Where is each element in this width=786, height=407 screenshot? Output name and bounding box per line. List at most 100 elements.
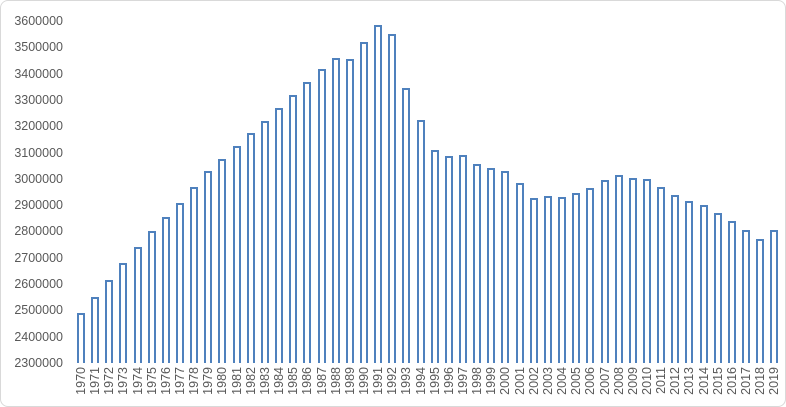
x-axis-tick-label: 1992: [385, 367, 400, 395]
bar-1989: [345, 59, 354, 363]
y-axis-tick-label: 3600000: [14, 14, 63, 28]
bar-1986: [303, 81, 312, 363]
x-axis-tick-label: 1989: [342, 367, 357, 395]
x-axis-tick-label: 1980: [215, 367, 230, 395]
bar-1975: [147, 231, 156, 363]
x-axis-tick-label: 1996: [441, 367, 456, 395]
bar-1982: [246, 132, 255, 363]
x-axis-tick-label: 1972: [102, 367, 117, 395]
bar-1993: [402, 88, 411, 363]
bar-1992: [388, 34, 397, 363]
x-axis-tick-label: 1986: [300, 367, 315, 395]
y-axis-tick-label: 3400000: [14, 66, 63, 81]
x-axis-tick-label: 2009: [625, 367, 640, 395]
y-axis-tick-label: 2900000: [14, 198, 63, 213]
bar-1974: [133, 247, 142, 363]
y-axis-tick-label: 2800000: [14, 224, 63, 239]
bar-2011: [657, 186, 666, 363]
bar-1990: [359, 42, 368, 363]
x-axis-tick-label: 1997: [456, 367, 471, 395]
x-axis-tick-label: 1978: [187, 367, 202, 395]
x-axis-tick-label: 2004: [555, 367, 570, 395]
x-axis-tick-label: 1999: [484, 367, 499, 395]
bar-2010: [642, 178, 651, 363]
bar-1985: [289, 94, 298, 363]
bar-2000: [501, 171, 510, 363]
bar-2018: [756, 239, 765, 363]
x-axis-tick-label: 2010: [639, 367, 654, 395]
bar-1997: [459, 155, 468, 363]
bar-1988: [331, 57, 340, 363]
y-axis-tick-label: 3000000: [14, 171, 63, 186]
bar-1977: [176, 202, 185, 363]
bar-1981: [232, 145, 241, 363]
x-axis-tick-label: 2001: [512, 367, 527, 395]
x-axis-tick-label: 1993: [399, 367, 414, 395]
bar-2006: [586, 188, 595, 363]
bar-2014: [699, 205, 708, 363]
bar-1983: [260, 120, 269, 363]
bar-2015: [713, 213, 722, 363]
x-axis-tick-label: 1984: [272, 367, 287, 395]
x-axis-tick-label: 2011: [654, 367, 669, 394]
x-axis-tick-label: 2018: [753, 367, 768, 395]
bar-2002: [529, 197, 538, 363]
x-axis-tick-label: 1975: [144, 367, 159, 395]
x-axis-tick-label: 1981: [229, 367, 244, 395]
x-axis-tick-label: 2002: [526, 367, 541, 395]
x-axis-tick-label: 2016: [724, 367, 739, 395]
y-axis-tick-label: 3500000: [14, 40, 63, 55]
x-axis-tick-label: 1977: [173, 367, 188, 395]
bar-1973: [119, 263, 128, 363]
x-axis-tick-label: 2014: [696, 367, 711, 395]
y-axis-tick-label: 2300000: [14, 356, 63, 370]
x-axis-tick-label: 2006: [583, 367, 598, 395]
x-axis-tick-label: 1982: [243, 367, 258, 395]
bar-2003: [543, 195, 552, 363]
bar-2005: [572, 193, 581, 363]
bar-1998: [473, 164, 482, 363]
x-axis-tick-label: 1998: [470, 367, 485, 395]
bar-1987: [317, 68, 326, 363]
x-axis-tick-label: 2013: [682, 367, 697, 395]
bar-1999: [487, 168, 496, 363]
bar-2004: [558, 197, 567, 363]
x-axis-tick-label: 1983: [257, 367, 272, 395]
bar-2012: [671, 194, 680, 363]
x-axis-tick-label: 2003: [540, 367, 555, 395]
bar-2001: [515, 182, 524, 363]
bar-1971: [91, 297, 100, 363]
x-axis-tick-label: 2005: [569, 367, 584, 395]
x-axis-tick-label: 1994: [413, 367, 428, 395]
bar-1980: [218, 159, 227, 363]
bar-1978: [190, 186, 199, 363]
bar-2007: [600, 180, 609, 363]
bar-1996: [444, 156, 453, 363]
bar-1972: [105, 280, 114, 363]
bar-1976: [161, 216, 170, 363]
x-axis-tick-label: 1970: [74, 367, 88, 395]
bar-2008: [614, 174, 623, 363]
x-axis-tick-label: 1973: [116, 367, 131, 395]
bar-2013: [685, 201, 694, 363]
x-axis-tick-label: 2019: [767, 367, 782, 395]
x-axis-tick-label: 2007: [597, 367, 612, 395]
y-axis-tick-label: 2500000: [14, 303, 63, 318]
y-axis-tick-label: 2700000: [14, 250, 63, 265]
x-axis-tick-label: 1971: [88, 367, 103, 395]
x-axis-tick-label: 1990: [356, 367, 371, 395]
bar-2009: [628, 177, 637, 363]
bar-1991: [374, 24, 383, 363]
bar-1984: [275, 107, 284, 363]
x-axis-tick-label: 2008: [611, 367, 626, 395]
x-axis-tick-label: 1995: [427, 367, 442, 395]
x-axis-tick-label: 1979: [201, 367, 216, 395]
x-axis-tick-label: 1991: [371, 367, 386, 395]
bar-1970: [77, 313, 85, 363]
y-axis-tick-label: 2600000: [14, 277, 63, 292]
x-axis-tick-label: 2012: [668, 367, 683, 395]
x-axis-tick-label: 2015: [710, 367, 725, 395]
x-axis-tick-label: 1987: [314, 367, 329, 395]
y-axis-tick-label: 2400000: [14, 329, 63, 344]
